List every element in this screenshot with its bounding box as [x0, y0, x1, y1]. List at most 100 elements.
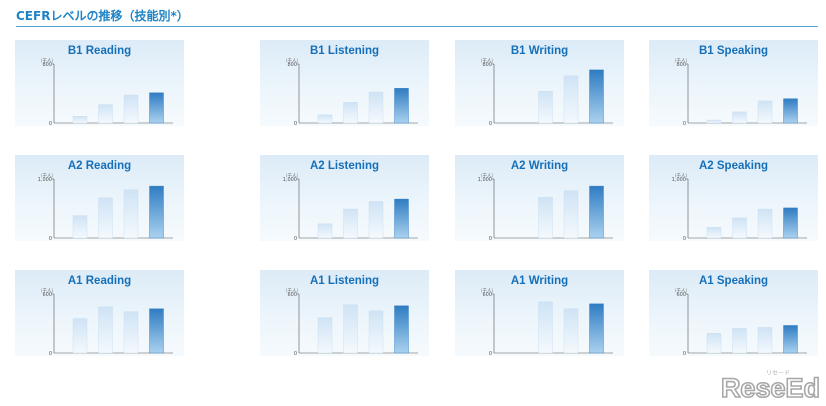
- y-tick-label: 0: [489, 351, 492, 356]
- y-unit-label: （千人）: [283, 57, 301, 64]
- bar: [394, 198, 409, 239]
- watermark-text: ReseEd: [720, 372, 821, 404]
- x-tick-label: 14年: [73, 355, 88, 356]
- bar: [72, 318, 88, 354]
- bar: [589, 185, 604, 239]
- bar: [757, 208, 773, 239]
- watermark-logo: リセ－ド ReseEd: [720, 370, 821, 404]
- bar: [706, 333, 722, 354]
- x-tick-label: 24年: [369, 240, 384, 241]
- y-tick-label: 0: [489, 236, 492, 241]
- y-unit-label: （千人）: [672, 172, 690, 179]
- x-tick-label: 25年: [149, 240, 164, 241]
- bar: [368, 201, 384, 239]
- y-tick-label: 0: [49, 121, 52, 126]
- x-tick-label: 14年: [73, 240, 88, 241]
- x-tick-label: 14年: [318, 240, 333, 241]
- y-unit-label: （千人）: [478, 57, 496, 64]
- chart-title: A1 Writing: [510, 275, 569, 287]
- y-tick-label: 0: [489, 121, 492, 126]
- bar: [123, 311, 139, 354]
- y-tick-label: 0: [49, 351, 52, 356]
- chart-panel: B1 Reading （千人）800 0 14年 19年 24年 25年: [15, 40, 184, 126]
- chart-panel: A2 Speaking （千人）1,000 0 14年 19年 24年 25年: [649, 155, 818, 241]
- x-tick-label: 19年: [343, 125, 358, 126]
- y-tick-label: 0: [294, 236, 297, 241]
- bar: [783, 207, 798, 239]
- bar: [732, 111, 747, 124]
- bar: [538, 301, 553, 354]
- y-tick-label: 0: [683, 351, 686, 356]
- bar: [98, 104, 113, 124]
- y-unit-label: （千人）: [38, 287, 56, 294]
- bar: [589, 69, 604, 124]
- x-tick-label: 25年: [783, 355, 798, 356]
- chart-title: A2 Reading: [67, 160, 132, 172]
- bar: [149, 92, 164, 124]
- y-tick-label: 0: [683, 121, 686, 126]
- x-tick-label: 24年: [564, 355, 579, 356]
- bar: [123, 94, 139, 124]
- y-tick-label: 1,000: [283, 177, 297, 183]
- bar: [563, 308, 579, 354]
- x-tick-label: 25年: [394, 355, 409, 356]
- x-tick-label: 14年: [73, 125, 88, 126]
- chart-title: A2 Speaking: [698, 160, 769, 172]
- chart-panel: A2 Reading （千人）1,000 0 14年 19年 24年 25年: [15, 155, 184, 241]
- bar-chart: （千人）600 0 19年 24年 25年: [478, 287, 613, 356]
- x-tick-label: 24年: [758, 125, 773, 126]
- chart-panel: A1 Writing （千人）600 0 19年 24年 25年: [455, 270, 624, 356]
- bar: [757, 100, 773, 124]
- bar: [394, 88, 409, 124]
- chart-title: B1 Writing: [510, 45, 569, 57]
- x-tick-label: 19年: [98, 240, 113, 241]
- bar: [343, 102, 358, 124]
- x-tick-label: 24年: [124, 125, 139, 126]
- x-tick-label: 25年: [394, 125, 409, 126]
- y-tick-label: 600: [482, 292, 492, 298]
- x-tick-label: 14年: [707, 125, 722, 126]
- x-tick-label: 19年: [98, 355, 113, 356]
- bar-chart: （千人）800 0 14年 19年 24年 25年: [283, 57, 418, 126]
- chart-title: B1 Speaking: [698, 45, 769, 57]
- chart-panel: B1 Speaking （千人）800 0 14年 19年 24年 25年: [649, 40, 818, 126]
- x-tick-label: 24年: [369, 355, 384, 356]
- x-tick-label: 25年: [589, 355, 604, 356]
- y-unit-label: （千人）: [672, 57, 690, 64]
- bar: [589, 303, 604, 354]
- chart-panel: A1 Reading （千人）600 0 14年 19年 24年 25年: [15, 270, 184, 356]
- y-unit-label: （千人）: [283, 287, 301, 294]
- bar: [706, 227, 722, 239]
- chart-title: B1 Reading: [67, 45, 132, 57]
- x-tick-label: 19年: [538, 240, 553, 241]
- bar: [732, 328, 747, 354]
- x-tick-label: 25年: [149, 355, 164, 356]
- x-tick-label: 19年: [98, 125, 113, 126]
- y-tick-label: 1,000: [672, 177, 686, 183]
- chart-panel: A2 Listening （千人）1,000 0 14年 19年 24年 25年: [260, 155, 429, 241]
- bar: [317, 223, 333, 239]
- bar: [72, 116, 88, 124]
- x-tick-label: 25年: [394, 240, 409, 241]
- y-tick-label: 800: [676, 62, 686, 68]
- bar: [317, 317, 333, 354]
- chart-title: A1 Listening: [309, 275, 379, 287]
- bar-chart: （千人）800 0 14年 19年 24年 25年: [672, 57, 807, 126]
- chart-panel: A1 Speaking （千人）600 0 14年 19年 24年 25年: [649, 270, 818, 356]
- bar: [368, 310, 384, 354]
- x-tick-label: 19年: [538, 125, 553, 126]
- x-tick-label: 25年: [589, 125, 604, 126]
- chart-panel: B1 Listening （千人）800 0 14年 19年 24年 25年: [260, 40, 429, 126]
- title-rule: [16, 26, 818, 27]
- y-tick-label: 800: [482, 62, 492, 68]
- bar: [343, 304, 358, 354]
- y-tick-label: 0: [294, 121, 297, 126]
- x-tick-label: 19年: [538, 355, 553, 356]
- y-tick-label: 800: [42, 62, 52, 68]
- chart-title: A1 Speaking: [698, 275, 769, 287]
- x-tick-label: 19年: [343, 355, 358, 356]
- bar: [394, 305, 409, 354]
- x-tick-label: 25年: [149, 125, 164, 126]
- y-tick-label: 800: [287, 62, 297, 68]
- x-tick-label: 19年: [732, 240, 747, 241]
